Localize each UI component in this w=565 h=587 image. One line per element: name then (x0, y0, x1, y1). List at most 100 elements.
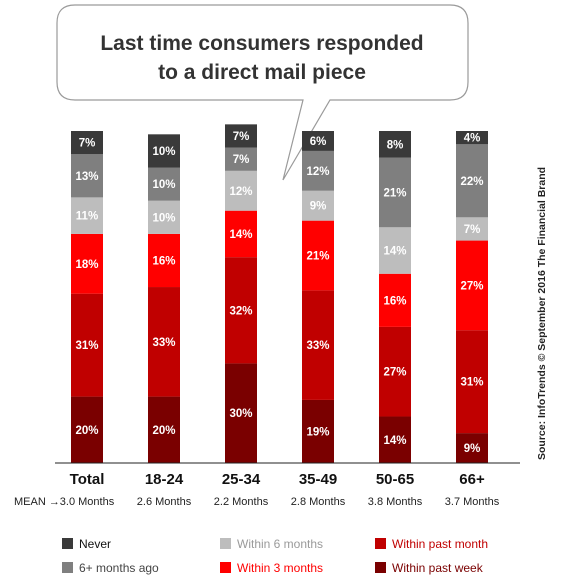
bar-segment-50-65-6-months-ago (379, 157, 411, 228)
title-bubble: Last time consumers responded to a direc… (56, 4, 469, 181)
legend-label-6-months-ago: 6+ months ago (79, 561, 159, 575)
bar-segment-35-49-never (302, 131, 334, 151)
bar-segment-66-within-past-month (456, 330, 488, 434)
data-label-35-49-within-6-months: 9% (310, 201, 327, 213)
data-label-35-49-6-months-ago: 12% (306, 166, 329, 178)
data-label-25-34-6-months-ago: 7% (233, 154, 250, 166)
bar-segment-18-24-never (148, 134, 180, 168)
data-label-66-within-past-month: 31% (460, 377, 483, 389)
bar-segment-total-within-3-months (71, 233, 103, 294)
bar-segment-50-65-within-3-months (379, 273, 411, 327)
data-label-50-65-within-6-months: 14% (383, 246, 406, 258)
category-label-35-49: 35-49 (299, 471, 337, 488)
data-label-18-24-never: 10% (152, 146, 175, 158)
bar-segment-50-65-within-past-month (379, 326, 411, 417)
legend-swatch-within-past-month (375, 538, 386, 549)
bar-segment-35-49-6-months-ago (302, 150, 334, 191)
data-label-35-49-never: 6% (310, 136, 327, 148)
mean-value-total: 3.0 Months (60, 496, 115, 508)
legend-swatch-6-months-ago (62, 562, 73, 573)
bar-segment-66-within-3-months (456, 240, 488, 331)
bar-segment-18-24-within-past-month (148, 287, 180, 397)
category-label-50-65: 50-65 (376, 471, 414, 488)
data-label-18-24-within-6-months: 10% (152, 212, 175, 224)
data-label-total-within-past-week: 20% (75, 425, 98, 437)
data-label-50-65-within-3-months: 16% (383, 295, 406, 307)
data-label-18-24-within-past-month: 33% (152, 337, 175, 349)
data-label-25-34-within-3-months: 14% (229, 229, 252, 241)
data-label-50-65-within-past-month: 27% (383, 367, 406, 379)
bar-segment-18-24-within-3-months (148, 233, 180, 288)
bar-segment-total-never (71, 131, 103, 155)
data-label-50-65-6-months-ago: 21% (383, 187, 406, 199)
chart-title-line-1: Last time consumers responded (100, 32, 423, 55)
mean-value-25-34: 2.2 Months (214, 496, 269, 508)
bar-segment-25-34-within-3-months (225, 210, 257, 258)
source-note: Source: InfoTrends © September 2016 The … (536, 167, 548, 460)
mean-value-50-65: 3.8 Months (368, 496, 423, 508)
bar-segment-66-6-months-ago (456, 144, 488, 218)
data-label-18-24-within-3-months: 16% (152, 255, 175, 267)
category-label-25-34: 25-34 (222, 471, 261, 488)
data-label-18-24-within-past-week: 20% (152, 425, 175, 437)
data-label-total-never: 7% (79, 138, 96, 150)
legend-label-within-past-week: Within past week (392, 561, 484, 575)
legend-label-never: Never (79, 537, 111, 551)
data-label-25-34-never: 7% (233, 131, 250, 143)
data-label-35-49-within-past-month: 33% (306, 340, 329, 352)
bar-segment-total-within-6-months (71, 197, 103, 234)
bar-segment-50-65-within-past-week (379, 416, 411, 463)
mean-prefix: MEAN → (14, 496, 60, 508)
data-label-total-6-months-ago: 13% (75, 171, 98, 183)
bar-segment-18-24-6-months-ago (148, 167, 180, 201)
category-label-total: Total (70, 471, 105, 488)
bar-segment-66-within-past-week (456, 433, 488, 463)
legend-swatch-never (62, 538, 73, 549)
data-label-66-within-past-week: 9% (464, 443, 481, 455)
bar-segment-35-49-within-past-month (302, 290, 334, 400)
chart-title-line-2: to a direct mail piece (158, 61, 366, 84)
data-label-total-within-3-months: 18% (75, 259, 98, 271)
mean-value-35-49: 2.8 Months (291, 496, 346, 508)
data-label-total-within-6-months: 11% (76, 211, 98, 223)
legend-swatch-within-3-months (220, 562, 231, 573)
legend-swatch-within-6-months (220, 538, 231, 549)
data-label-66-never: 4% (464, 133, 481, 145)
bar-segment-25-34-within-past-week (225, 363, 257, 463)
bar-segment-25-34-within-6-months (225, 170, 257, 211)
data-label-18-24-6-months-ago: 10% (152, 179, 175, 191)
bar-segment-35-49-within-3-months (302, 220, 334, 291)
category-label-18-24: 18-24 (145, 471, 184, 488)
bar-segment-total-within-past-week (71, 396, 103, 463)
data-label-total-within-past-month: 31% (75, 340, 98, 352)
legend-swatch-within-past-week (375, 562, 386, 573)
mean-value-18-24: 2.6 Months (137, 496, 192, 508)
bar-segment-66-within-6-months (456, 217, 488, 241)
legend-label-within-6-months: Within 6 months (237, 537, 323, 551)
data-label-50-65-never: 8% (387, 139, 404, 151)
bar-segment-35-49-within-past-week (302, 399, 334, 463)
bar-segment-50-65-within-6-months (379, 227, 411, 274)
data-label-25-34-within-past-week: 30% (229, 408, 252, 420)
category-label-66: 66+ (459, 471, 485, 488)
bar-segment-18-24-within-past-week (148, 396, 180, 463)
data-label-35-49-within-3-months: 21% (306, 251, 329, 263)
bar-segment-25-34-within-past-month (225, 257, 257, 364)
bar-segment-18-24-within-6-months (148, 200, 180, 234)
legend-label-within-3-months: Within 3 months (237, 561, 323, 575)
bars-group: 20% 31% 18% 11% 13% 7% 20% 33% 16% 10% 10% 10% 30% 32… (71, 124, 488, 463)
bar-segment-66-never (456, 131, 488, 145)
category-labels: Total 18-24 25-34 35-49 50-65 66+ (70, 471, 485, 488)
data-label-66-6-months-ago: 22% (460, 176, 483, 188)
bar-segment-25-34-6-months-ago (225, 147, 257, 171)
legend: Never Within 6 months Within past month 6+ … (62, 537, 488, 575)
mean-value-66: 3.7 Months (445, 496, 500, 508)
bar-segment-total-within-past-month (71, 293, 103, 397)
data-label-66-within-6-months: 7% (464, 224, 481, 236)
data-label-50-65-within-past-week: 14% (383, 435, 406, 447)
bar-segment-25-34-never (225, 124, 257, 148)
data-label-66-within-3-months: 27% (460, 280, 483, 292)
data-label-25-34-within-6-months: 12% (229, 186, 252, 198)
data-label-35-49-within-past-week: 19% (306, 426, 329, 438)
